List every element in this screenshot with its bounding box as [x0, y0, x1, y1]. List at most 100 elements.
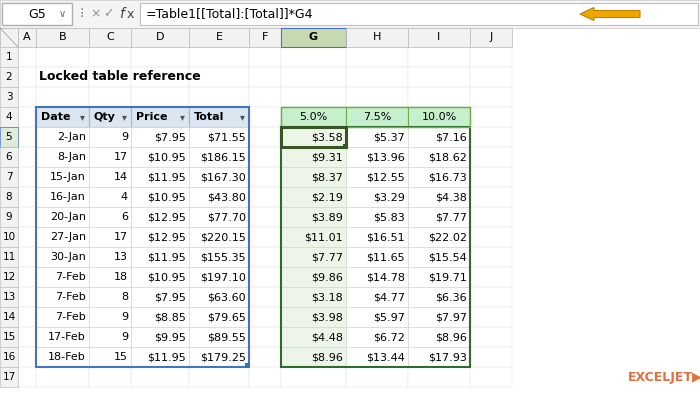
Bar [281, 347, 346, 367]
Bar [89, 147, 131, 167]
Bar [131, 347, 189, 367]
Bar [89, 327, 131, 347]
Text: 11: 11 [2, 252, 15, 262]
Bar [131, 267, 189, 287]
Bar [470, 147, 512, 167]
Bar [249, 67, 281, 87]
Bar [189, 207, 249, 227]
Bar [346, 327, 408, 347]
Bar [189, 167, 249, 187]
Bar [189, 147, 249, 167]
Bar [189, 227, 249, 247]
Bar [131, 107, 189, 127]
Bar [281, 187, 346, 207]
Bar [131, 287, 189, 307]
Bar [18, 127, 36, 147]
Text: 10.0%: 10.0% [421, 112, 456, 122]
Bar [346, 147, 408, 167]
Text: $6.72: $6.72 [373, 332, 405, 342]
Text: $5.37: $5.37 [373, 132, 405, 142]
Text: $11.65: $11.65 [366, 252, 405, 262]
Bar [18, 307, 36, 327]
Bar [189, 67, 249, 87]
Bar [281, 28, 346, 47]
Bar [36, 107, 89, 127]
Text: A: A [23, 32, 31, 42]
Bar [0, 287, 18, 307]
Bar [346, 167, 408, 187]
Bar [89, 267, 131, 287]
Bar [131, 367, 189, 387]
Bar [36, 67, 89, 87]
Bar [131, 227, 189, 247]
Bar [0, 127, 18, 147]
Text: ▾: ▾ [80, 112, 85, 122]
Bar [249, 147, 281, 167]
Text: 6: 6 [121, 212, 128, 222]
Bar [189, 107, 249, 127]
Text: $10.95: $10.95 [147, 152, 186, 162]
Bar [281, 247, 346, 267]
Bar [131, 47, 189, 67]
Text: 15-Jan: 15-Jan [50, 172, 86, 182]
Bar [89, 207, 131, 227]
Bar [0, 28, 18, 47]
Bar [18, 187, 36, 207]
Bar [0, 307, 18, 327]
Bar [408, 247, 470, 267]
Bar [408, 167, 470, 187]
Text: 18-Feb: 18-Feb [48, 352, 86, 362]
Text: $3.98: $3.98 [311, 312, 343, 322]
Bar [281, 207, 346, 227]
Bar [408, 127, 470, 147]
Text: 3: 3 [6, 92, 13, 102]
Bar [18, 207, 36, 227]
Text: 17: 17 [114, 152, 128, 162]
Bar [36, 147, 89, 167]
Bar [89, 67, 131, 87]
Text: $63.60: $63.60 [207, 292, 246, 302]
Bar [89, 227, 131, 247]
Bar [131, 28, 189, 47]
Bar [408, 327, 470, 347]
Bar [18, 347, 36, 367]
Bar [346, 207, 408, 227]
Bar [131, 127, 189, 147]
Bar [0, 87, 18, 107]
Text: 13: 13 [114, 252, 128, 262]
Bar [408, 227, 470, 247]
Text: 4: 4 [6, 112, 13, 122]
Bar [346, 227, 408, 247]
Text: 4: 4 [121, 192, 128, 202]
Text: F: F [262, 32, 268, 42]
Text: ▾: ▾ [122, 112, 127, 122]
Text: ✓: ✓ [103, 8, 113, 20]
Bar [36, 47, 89, 67]
Text: $12.95: $12.95 [147, 232, 186, 242]
Bar [249, 247, 281, 267]
Bar [189, 127, 249, 147]
Text: Locked table reference: Locked table reference [39, 70, 201, 84]
Bar [281, 247, 346, 267]
Bar [408, 167, 470, 187]
Bar [36, 227, 89, 247]
Bar [18, 28, 36, 47]
Text: E: E [216, 32, 223, 42]
Bar [346, 347, 408, 367]
Bar [346, 267, 408, 287]
Bar [189, 28, 249, 47]
Text: 8: 8 [6, 192, 13, 202]
Bar [189, 107, 249, 127]
Bar [36, 347, 89, 367]
Bar [131, 167, 189, 187]
Bar [131, 267, 189, 287]
Bar [408, 307, 470, 327]
Bar [408, 267, 470, 287]
Bar [0, 347, 18, 367]
Bar [36, 167, 89, 187]
Bar [189, 287, 249, 307]
Text: 5: 5 [6, 132, 13, 142]
Bar [36, 247, 89, 267]
Bar [346, 347, 408, 367]
Bar [131, 247, 189, 267]
